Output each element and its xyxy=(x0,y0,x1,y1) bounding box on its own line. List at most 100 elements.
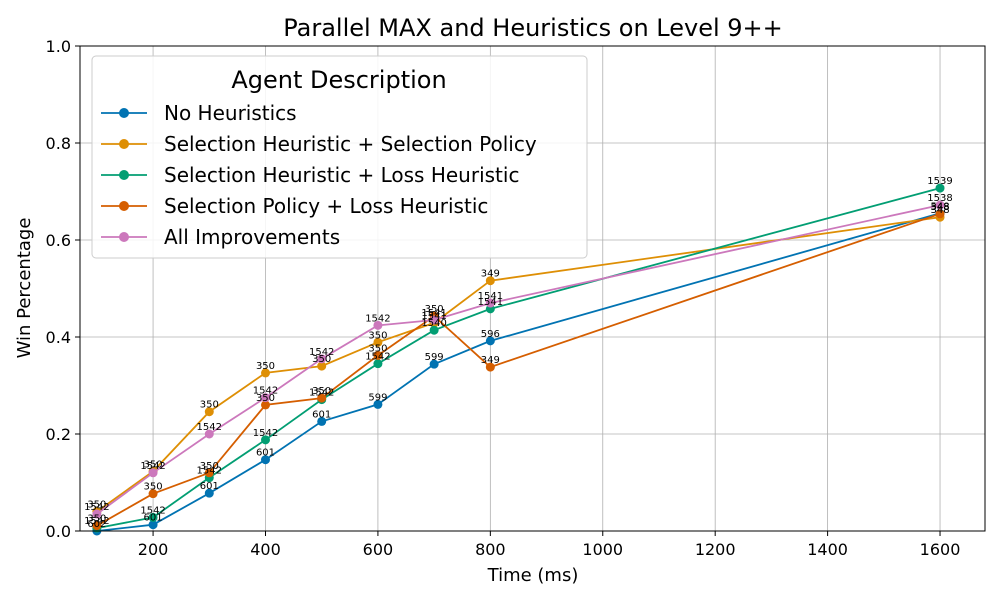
data-label: 1541 xyxy=(421,311,446,322)
data-point xyxy=(373,320,383,330)
legend-marker xyxy=(119,170,129,180)
data-point xyxy=(148,489,158,499)
data-label: 350 xyxy=(144,482,163,493)
legend-label: Selection Heuristic + Loss Heuristic xyxy=(164,163,519,187)
legend-item: Selection Heuristic + Selection Policy xyxy=(101,132,537,156)
legend-title: Agent Description xyxy=(231,66,446,94)
data-label: 350 xyxy=(87,514,106,525)
data-label: 350 xyxy=(425,304,444,315)
x-tick-label: 1600 xyxy=(920,540,961,559)
data-label: 350 xyxy=(312,386,331,397)
data-label: 1541 xyxy=(421,308,446,319)
y-tick-label: 0.0 xyxy=(46,522,71,541)
x-tick-label: 800 xyxy=(475,540,506,559)
y-tick-label: 0.4 xyxy=(46,328,71,347)
data-label: 548 xyxy=(930,201,949,212)
data-label: 1542 xyxy=(365,313,390,324)
data-label: 601 xyxy=(312,409,331,420)
data-point xyxy=(373,359,383,369)
data-point xyxy=(92,521,102,531)
legend-item: Selection Policy + Loss Heuristic xyxy=(101,194,488,218)
series-line xyxy=(96,212,941,532)
data-label: 599 xyxy=(425,352,444,363)
data-point xyxy=(485,336,495,346)
legend-marker xyxy=(119,108,129,118)
data-point xyxy=(260,393,270,403)
legend-label: Selection Heuristic + Selection Policy xyxy=(164,132,537,156)
data-label: 1539 xyxy=(927,176,952,187)
x-tick-label: 200 xyxy=(138,540,169,559)
data-label: 601 xyxy=(256,448,275,459)
data-label: 1542 xyxy=(84,516,109,527)
y-tick-label: 1.0 xyxy=(46,37,71,56)
legend-marker xyxy=(119,232,129,242)
data-label: 349 xyxy=(481,355,500,366)
data-label: 350 xyxy=(368,330,387,341)
y-axis-label: Win Percentage xyxy=(14,218,35,359)
data-point xyxy=(373,337,383,347)
plot-frame xyxy=(79,45,986,532)
x-tick-label: 1400 xyxy=(807,540,848,559)
data-point xyxy=(204,488,214,498)
legend: Agent Description No Heuristics Selection … xyxy=(91,55,588,259)
legend-marker xyxy=(119,201,129,211)
data-label: 350 xyxy=(200,400,219,411)
data-label: 1542 xyxy=(84,502,109,513)
data-label: 350 xyxy=(256,361,275,372)
data-label: 596 xyxy=(481,329,500,340)
data-label: 1541 xyxy=(478,291,503,302)
legend-item: All Improvements xyxy=(101,225,340,249)
data-point xyxy=(429,325,439,335)
data-point xyxy=(204,407,214,417)
y-tick-label: 0.6 xyxy=(46,231,71,250)
series-line xyxy=(96,212,941,527)
data-point xyxy=(92,509,102,519)
data-label: 602 xyxy=(87,519,106,530)
x-axis-label: Time (ms) xyxy=(487,565,579,586)
data-label: 349 xyxy=(481,269,500,280)
data-label: 350 xyxy=(368,343,387,354)
data-label: 1542 xyxy=(253,428,278,439)
data-point xyxy=(204,468,214,478)
legend-label: No Heuristics xyxy=(164,101,297,125)
x-tick-label: 1000 xyxy=(582,540,623,559)
data-point xyxy=(317,361,327,371)
data-label: 1542 xyxy=(309,388,334,399)
data-point xyxy=(429,359,439,369)
data-label: 1542 xyxy=(253,386,278,397)
data-point xyxy=(485,362,495,372)
data-label: 348 xyxy=(930,205,949,216)
data-point xyxy=(148,512,158,522)
x-tick-label: 600 xyxy=(363,540,394,559)
data-point xyxy=(317,393,327,403)
data-point xyxy=(148,468,158,478)
data-point xyxy=(373,350,383,360)
data-label: 1541 xyxy=(478,297,503,308)
data-label: 1542 xyxy=(365,352,390,363)
data-label: 350 xyxy=(87,500,106,511)
legend-marker xyxy=(119,139,129,149)
data-point xyxy=(260,368,270,378)
legend-box xyxy=(91,55,588,259)
data-point xyxy=(485,298,495,308)
data-label: 350 xyxy=(256,393,275,404)
data-label: 599 xyxy=(368,392,387,403)
point-labels: 602 601 601 601 601 599 599 596 548 350 350 350 350 3… xyxy=(84,176,953,530)
data-point xyxy=(373,399,383,409)
data-label: 350 xyxy=(200,461,219,472)
data-label: 350 xyxy=(312,354,331,365)
data-point xyxy=(260,400,270,410)
data-label: 1542 xyxy=(197,422,222,433)
data-label: 1542 xyxy=(140,505,165,516)
data-point xyxy=(204,429,214,439)
data-point xyxy=(317,416,327,426)
y-tick-label: 0.8 xyxy=(46,134,71,153)
x-tick-label: 1200 xyxy=(695,540,736,559)
data-label: 1542 xyxy=(309,347,334,358)
legend-label: All Improvements xyxy=(164,225,340,249)
data-point xyxy=(935,209,945,219)
series-5 xyxy=(92,200,945,519)
data-label: 601 xyxy=(200,481,219,492)
data-label: 1538 xyxy=(927,193,952,204)
